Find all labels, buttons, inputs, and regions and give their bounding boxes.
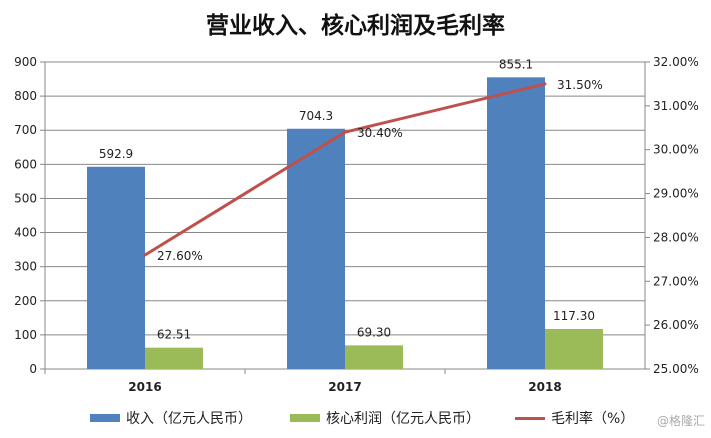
data-label: 855.1 [499,57,533,71]
data-label: 704.3 [299,109,333,123]
bar-core-profit [145,347,203,369]
y2-tick-label: 29.00% [653,187,699,201]
y-tick-label: 300 [14,260,37,274]
y-tick-label: 800 [14,89,37,103]
line-point [543,82,547,86]
watermark: @格隆汇 [656,414,705,428]
chart-title: 营业收入、核心利润及毛利率 [206,12,505,39]
y-tick-label: 200 [14,294,37,308]
data-label: 62.51 [157,328,191,342]
legend-item-core-profit: 核心利润（亿元人民币） [290,408,480,428]
y2-tick-label: 26.00% [653,318,699,332]
data-label: 592.9 [99,147,133,161]
y2-tick-label: 31.00% [653,99,699,113]
legend-label: 核心利润（亿元人民币） [326,411,480,427]
y-tick-label: 600 [14,157,37,171]
bar-revenue [87,166,145,369]
y2-tick-label: 30.00% [653,143,699,157]
legend-item-gross-margin: 毛利率（%） [515,408,634,428]
bar-core-profit [545,328,603,369]
y2-tick-label: 27.00% [653,274,699,288]
legend-swatch-gross-margin [515,416,545,420]
data-label: 69.30 [357,325,391,339]
legend-label: 毛利率（%） [551,411,635,427]
x-tick-label: 2018 [528,380,561,394]
y2-tick-label: 28.00% [653,230,699,244]
y-tick-label: 900 [14,55,37,69]
bar-core-profit [345,345,403,369]
legend-label: 收入（亿元人民币） [126,411,252,427]
legend-item-revenue: 收入（亿元人民币） [90,408,252,428]
legend-swatch-revenue [90,414,120,422]
y-tick-label: 500 [14,191,37,205]
bar-revenue [287,128,345,369]
line-point [143,253,147,257]
y-tick-label: 400 [14,226,37,240]
y2-tick-label: 32.00% [653,55,699,69]
x-tick-label: 2016 [128,380,161,394]
legend-swatch-core-profit [290,414,320,422]
data-label: 30.40% [357,126,403,140]
data-label: 27.60% [157,249,203,263]
y2-tick-label: 25.00% [653,362,699,376]
data-label: 31.50% [557,78,603,92]
x-tick-label: 2017 [328,380,361,394]
y-tick-label: 700 [14,123,37,137]
line-point [343,130,347,134]
bar-revenue [487,77,545,369]
data-label: 117.30 [553,309,595,323]
y-tick-label: 100 [14,328,37,342]
y-tick-label: 0 [29,362,37,376]
